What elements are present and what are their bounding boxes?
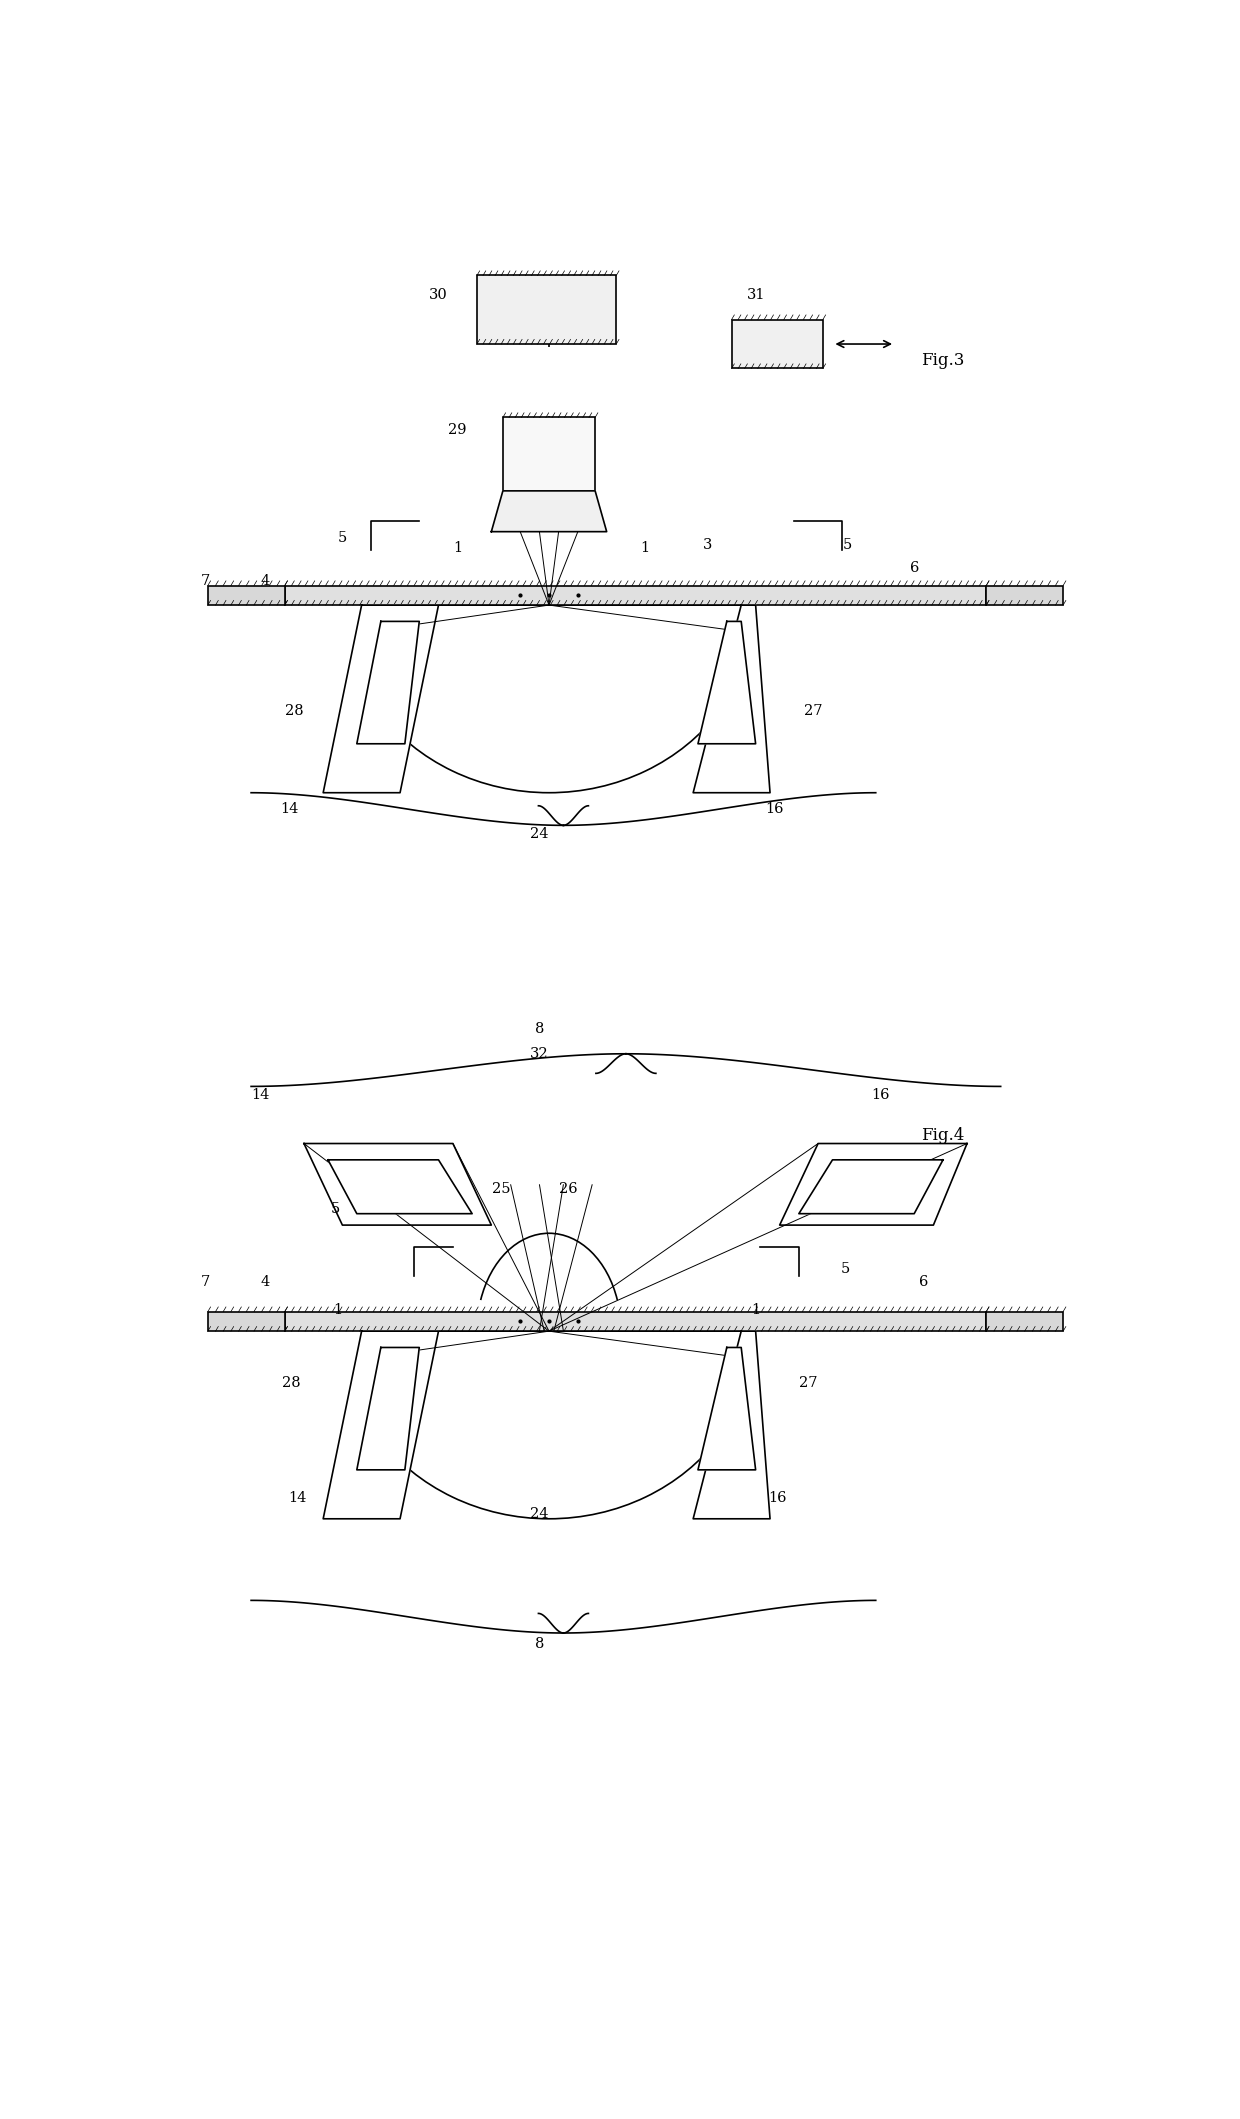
Bar xyxy=(503,417,595,492)
Text: 32: 32 xyxy=(529,1047,549,1062)
Text: 6: 6 xyxy=(919,1276,929,1288)
Text: 16: 16 xyxy=(769,1490,787,1504)
Polygon shape xyxy=(324,606,439,793)
Bar xyxy=(477,275,616,343)
Polygon shape xyxy=(799,1159,942,1214)
Text: 29: 29 xyxy=(449,424,467,437)
Text: 26: 26 xyxy=(559,1182,578,1197)
Bar xyxy=(986,1312,1063,1331)
Text: 1: 1 xyxy=(334,1303,342,1316)
Text: 5: 5 xyxy=(841,1263,849,1276)
Polygon shape xyxy=(698,621,755,744)
Text: 25: 25 xyxy=(492,1182,510,1197)
Text: 24: 24 xyxy=(531,1507,548,1521)
Text: 3: 3 xyxy=(862,1201,870,1216)
Text: 14: 14 xyxy=(288,1490,306,1504)
Text: 14: 14 xyxy=(252,1087,270,1102)
Text: 24: 24 xyxy=(531,826,548,841)
Polygon shape xyxy=(693,1331,770,1519)
Text: 6: 6 xyxy=(909,562,919,574)
Text: 27: 27 xyxy=(804,704,822,718)
Text: 27: 27 xyxy=(800,1377,817,1390)
Polygon shape xyxy=(693,606,770,793)
Text: Fig.3: Fig.3 xyxy=(921,352,965,369)
Polygon shape xyxy=(698,1348,755,1471)
Text: Fig.4: Fig.4 xyxy=(921,1127,965,1144)
Text: 28: 28 xyxy=(285,704,304,718)
Text: 7: 7 xyxy=(201,574,210,587)
Bar xyxy=(208,1312,285,1331)
Text: 5: 5 xyxy=(337,532,347,545)
Bar xyxy=(285,585,986,606)
Text: 28: 28 xyxy=(283,1377,301,1390)
Polygon shape xyxy=(304,1144,491,1225)
Bar xyxy=(732,320,823,369)
Text: 8: 8 xyxy=(534,1021,544,1036)
Text: 4: 4 xyxy=(260,1276,270,1288)
Text: 1: 1 xyxy=(641,540,650,555)
Bar xyxy=(986,585,1063,606)
Text: 7: 7 xyxy=(201,1276,210,1288)
Text: 8: 8 xyxy=(534,1638,544,1651)
Text: 16: 16 xyxy=(765,801,784,816)
Polygon shape xyxy=(327,1159,472,1214)
Text: 5: 5 xyxy=(331,1201,340,1216)
Text: 4: 4 xyxy=(260,574,270,587)
Polygon shape xyxy=(491,492,606,532)
Bar xyxy=(285,1312,986,1331)
Bar xyxy=(208,585,285,606)
Polygon shape xyxy=(780,1144,967,1225)
Text: 30: 30 xyxy=(429,288,448,303)
Polygon shape xyxy=(357,1348,419,1471)
Polygon shape xyxy=(357,621,419,744)
Polygon shape xyxy=(324,1331,439,1519)
Text: 1: 1 xyxy=(453,540,463,555)
Text: 14: 14 xyxy=(280,801,299,816)
Text: 16: 16 xyxy=(872,1087,890,1102)
Text: 3: 3 xyxy=(703,538,712,551)
Text: 5: 5 xyxy=(842,538,852,551)
Text: 1: 1 xyxy=(751,1303,760,1316)
Text: 31: 31 xyxy=(746,288,765,303)
